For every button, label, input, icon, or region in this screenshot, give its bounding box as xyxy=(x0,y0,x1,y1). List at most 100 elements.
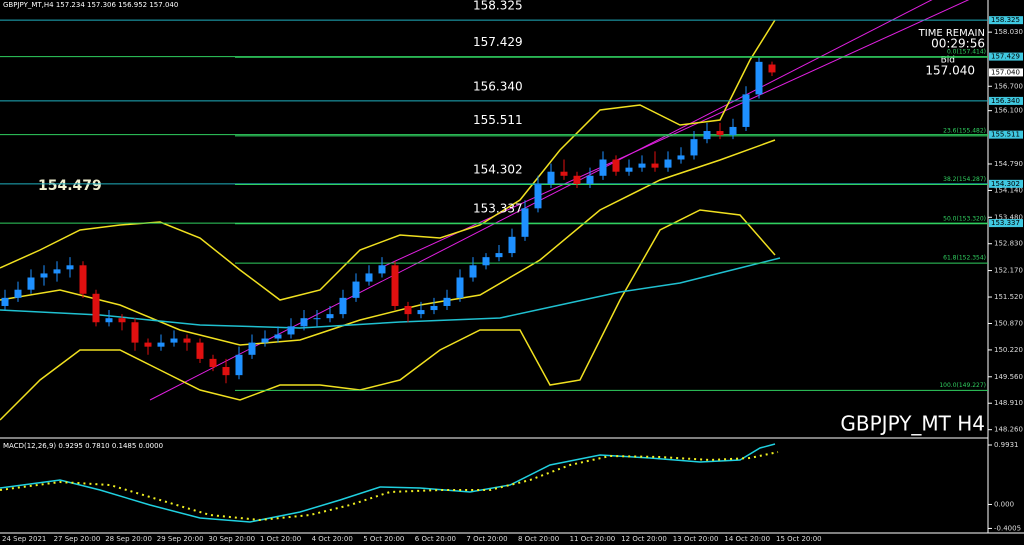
moving-average xyxy=(0,139,776,346)
price-tick-label: 158.030 xyxy=(994,28,1023,36)
candle-body xyxy=(53,269,61,274)
level-box xyxy=(989,179,1023,188)
price-tick-label: 154.140 xyxy=(994,186,1023,194)
level-label: 157.429 xyxy=(473,35,523,49)
level-label: 153.337 xyxy=(473,202,523,216)
price-tick-label: 151.520 xyxy=(994,293,1023,301)
time-label: 13 Oct 20:00 xyxy=(673,535,719,543)
price-tick-label: 156.700 xyxy=(994,82,1023,90)
time-label: 29 Sep 20:00 xyxy=(157,535,204,543)
candle-body xyxy=(1,297,9,306)
level-box xyxy=(989,130,1023,139)
candle-body xyxy=(300,318,308,327)
time-label: 7 Oct 20:00 xyxy=(466,535,507,543)
time-label: 12 Oct 20:00 xyxy=(621,535,667,543)
level-axis-label: 153.337 xyxy=(991,219,1020,227)
candle-body xyxy=(729,126,737,136)
price-tick-label: 150.870 xyxy=(994,319,1023,327)
price-tick-label: 148.910 xyxy=(994,399,1023,407)
macd-tick-label: -0.4005 xyxy=(994,524,1021,532)
watermark: GBPJPY_MT H4 xyxy=(840,412,985,436)
candle-body xyxy=(625,167,633,172)
candle-body xyxy=(612,159,620,172)
symbol-info: GBPJPY_MT,H4 157.234 157.306 156.952 157… xyxy=(3,1,178,9)
level-axis-label: 158.325 xyxy=(991,16,1020,24)
fib-label: 100.0(149.227) xyxy=(939,382,986,389)
candle-body xyxy=(716,131,724,136)
candle-body xyxy=(599,159,607,176)
candle-body xyxy=(586,175,594,184)
candle-body xyxy=(573,175,581,184)
candle-body xyxy=(261,338,269,343)
current-price-label: 157.040 xyxy=(991,68,1020,76)
fib-label: 50.0(153.320) xyxy=(943,215,986,222)
bid-label: Bid xyxy=(941,56,955,66)
level-axis-label: 155.511 xyxy=(991,131,1020,139)
level-axis-label: 154.302 xyxy=(991,180,1020,188)
candle-body xyxy=(547,171,555,184)
time-label: 6 Oct 20:00 xyxy=(415,535,456,543)
candle-body xyxy=(638,163,646,168)
candle-body xyxy=(248,342,256,355)
level-box xyxy=(989,16,1023,25)
time-label: 8 Oct 20:00 xyxy=(518,535,559,543)
candle-body xyxy=(404,305,412,315)
macd-tick-label: 0.9931 xyxy=(994,441,1019,449)
candle-body xyxy=(196,342,204,359)
candle-body xyxy=(391,265,399,306)
candle-body xyxy=(690,139,698,156)
level-box xyxy=(989,52,1023,61)
candle-body xyxy=(742,94,750,127)
price-tick-label: 152.170 xyxy=(994,267,1023,275)
candle-body xyxy=(326,314,334,319)
candle-body xyxy=(378,265,386,274)
candle-body xyxy=(313,318,321,320)
fib-label: 61.8(152.354) xyxy=(943,255,986,262)
time-label: 11 Oct 20:00 xyxy=(570,535,616,543)
candle-body xyxy=(651,163,659,168)
time-label: 1 Oct 20:00 xyxy=(260,535,301,543)
level-box xyxy=(989,219,1023,228)
candle-body xyxy=(105,318,113,323)
level-label: 156.340 xyxy=(473,79,523,93)
channel-line xyxy=(379,0,970,269)
candle-body xyxy=(560,171,568,176)
candle-body xyxy=(495,253,503,258)
time-label: 30 Sep 20:00 xyxy=(208,535,255,543)
fib-label: 0.0(157.414) xyxy=(947,49,986,56)
candle-body xyxy=(365,273,373,282)
macd-tick-label: 0.000 xyxy=(994,500,1014,508)
time-label: 15 Oct 20:00 xyxy=(776,535,822,543)
time-label: 14 Oct 20:00 xyxy=(724,535,770,543)
candle-body xyxy=(287,326,295,335)
candle-body xyxy=(417,310,425,315)
price-tick-label: 152.830 xyxy=(994,240,1023,248)
level-axis-label: 157.429 xyxy=(991,53,1020,61)
fib-label: 38.2(154.287) xyxy=(943,176,986,183)
candle-body xyxy=(157,342,165,347)
price-note: 154.479 xyxy=(38,178,102,194)
price-tick-label: 148.260 xyxy=(994,426,1023,434)
candle-body xyxy=(274,334,282,339)
candle-body xyxy=(664,159,672,168)
candle-body xyxy=(222,367,230,376)
time-label: 5 Oct 20:00 xyxy=(363,535,404,543)
candle-body xyxy=(209,358,217,368)
candle-body xyxy=(508,236,516,254)
candle-body xyxy=(66,265,74,270)
current-price-box xyxy=(989,68,1023,77)
timer-label: TIME REMAIN xyxy=(918,28,985,39)
price-tick-label: 154.790 xyxy=(994,160,1023,168)
candle-body xyxy=(235,354,243,376)
macd-line xyxy=(0,443,776,523)
candle-body xyxy=(443,297,451,306)
level-label: 158.325 xyxy=(473,0,523,13)
candle-body xyxy=(79,265,87,294)
candle-body xyxy=(703,131,711,140)
price-tick-label: 150.220 xyxy=(994,346,1023,354)
candle-body xyxy=(40,273,48,278)
time-label: 28 Sep 20:00 xyxy=(105,535,152,543)
moving-average-long xyxy=(0,257,781,329)
